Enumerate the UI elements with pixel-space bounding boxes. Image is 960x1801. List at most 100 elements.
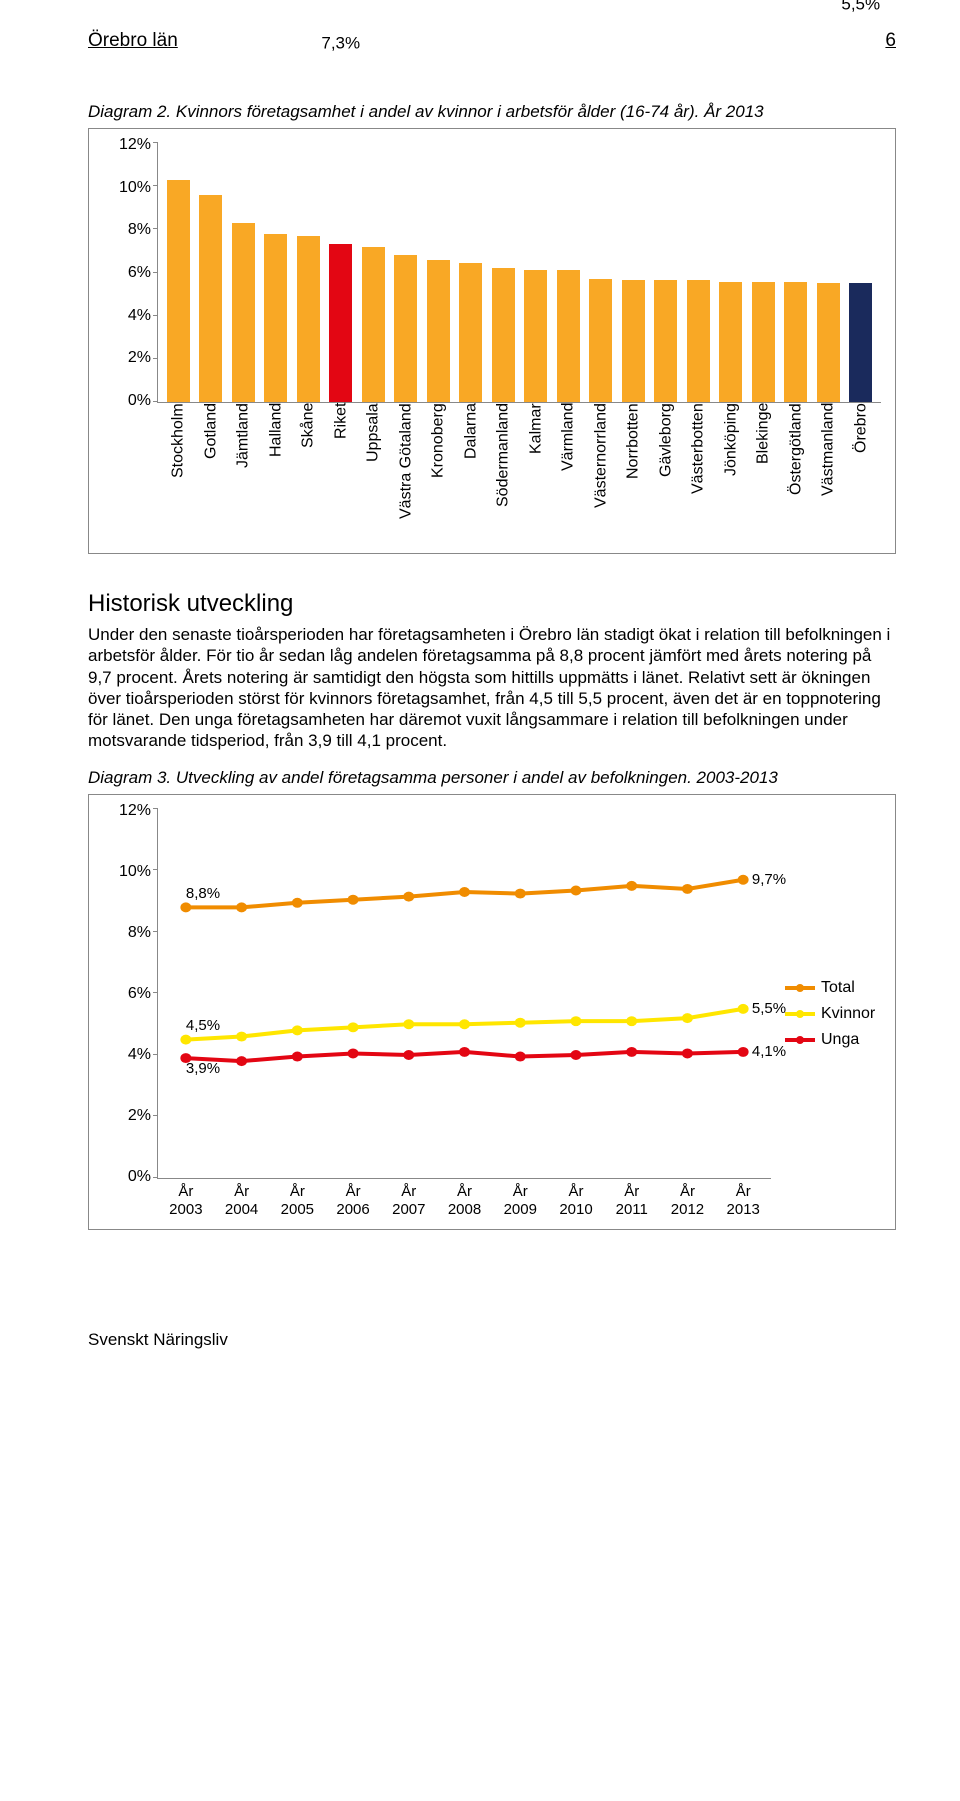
bar-column bbox=[292, 143, 325, 402]
y-tick-label: 8% bbox=[128, 221, 151, 239]
series-marker bbox=[403, 891, 414, 901]
legend-label: Kvinnor bbox=[821, 1005, 875, 1023]
series-marker bbox=[348, 1048, 359, 1058]
y-tick-label: 4% bbox=[128, 1046, 151, 1064]
line-chart-plot: 8,8%9,7%4,5%5,5%3,9%4,1% bbox=[157, 809, 771, 1179]
y-tick-label: 0% bbox=[128, 1168, 151, 1186]
y-tick-label: 8% bbox=[128, 924, 151, 942]
bar-x-label: Södermanland bbox=[487, 403, 520, 543]
series-marker bbox=[738, 1003, 749, 1013]
bar bbox=[264, 234, 287, 402]
y-tick-label: 2% bbox=[128, 349, 151, 367]
line-chart-legend: Total Kvinnor Unga bbox=[771, 809, 881, 1219]
bar-x-label: Blekinge bbox=[747, 403, 780, 543]
y-tick-label: 12% bbox=[119, 136, 151, 154]
footer-text: Svenskt Näringsliv bbox=[88, 1330, 896, 1350]
bar-chart-x-labels: StockholmGotlandJämtlandHallandSkåneRike… bbox=[157, 403, 881, 543]
y-tick-label: 10% bbox=[119, 863, 151, 881]
bar bbox=[817, 283, 840, 402]
bar-chart-plot: 7,3%5,5% bbox=[157, 143, 881, 403]
bar-x-label: Kalmar bbox=[520, 403, 553, 543]
series-marker bbox=[348, 1022, 359, 1032]
bar-x-label: Gotland bbox=[195, 403, 228, 543]
bar bbox=[492, 268, 515, 402]
bar bbox=[524, 270, 547, 402]
line-x-label: År2003 bbox=[158, 1179, 214, 1219]
series-end-label: 9,7% bbox=[752, 871, 786, 888]
bar-column bbox=[195, 143, 228, 402]
bar bbox=[622, 280, 645, 402]
series-marker bbox=[626, 880, 637, 890]
line-x-label: År2010 bbox=[548, 1179, 604, 1219]
bar-column bbox=[747, 143, 780, 402]
bar-x-label: Kronoberg bbox=[422, 403, 455, 543]
series-marker bbox=[292, 897, 303, 907]
series-marker bbox=[738, 874, 749, 884]
bar-column bbox=[227, 143, 260, 402]
series-marker bbox=[236, 1056, 247, 1066]
historic-body: Under den senaste tioårsperioden har för… bbox=[88, 624, 896, 752]
bar-x-label: Uppsala bbox=[357, 403, 390, 543]
line-x-label: År2005 bbox=[269, 1179, 325, 1219]
series-marker bbox=[682, 1048, 693, 1058]
bar bbox=[297, 236, 320, 402]
series-marker bbox=[403, 1050, 414, 1060]
bar-x-label: Västernorrland bbox=[585, 403, 618, 543]
bar-x-label: Norrbotten bbox=[617, 403, 650, 543]
bar-column bbox=[390, 143, 423, 402]
bar-x-label: Värmland bbox=[552, 403, 585, 543]
bar-column bbox=[455, 143, 488, 402]
series-marker bbox=[292, 1051, 303, 1061]
line-x-label: År2012 bbox=[660, 1179, 716, 1219]
y-tick-label: 4% bbox=[128, 307, 151, 325]
bar-x-label: Jämtland bbox=[227, 403, 260, 543]
y-tick-label: 6% bbox=[128, 264, 151, 282]
legend-label: Unga bbox=[821, 1031, 859, 1049]
bar bbox=[849, 283, 872, 402]
series-start-label: 4,5% bbox=[186, 1017, 220, 1034]
bar-column: 5,5% bbox=[845, 143, 878, 402]
bar-column bbox=[357, 143, 390, 402]
y-tick-label: 6% bbox=[128, 985, 151, 1003]
bar-x-label: Gävleborg bbox=[650, 403, 683, 543]
bar-column bbox=[715, 143, 748, 402]
legend-item: Kvinnor bbox=[785, 1005, 881, 1023]
bar-value-label: 5,5% bbox=[841, 0, 880, 139]
bar-column bbox=[520, 143, 553, 402]
bar bbox=[687, 280, 710, 402]
series-marker bbox=[570, 885, 581, 895]
series-end-label: 4,1% bbox=[752, 1043, 786, 1060]
series-marker bbox=[682, 883, 693, 893]
bar bbox=[362, 247, 385, 402]
series-marker bbox=[236, 1031, 247, 1041]
series-marker bbox=[738, 1046, 749, 1056]
bar-x-label: Riket bbox=[325, 403, 358, 543]
series-marker bbox=[682, 1013, 693, 1023]
page-header: Örebro län 6 bbox=[88, 30, 896, 52]
bar-x-label: Östergötland bbox=[780, 403, 813, 543]
bar bbox=[589, 279, 612, 402]
bar-column bbox=[260, 143, 293, 402]
bar-column bbox=[585, 143, 618, 402]
bar-chart-y-axis: 0%2%4%6%8%10%12% bbox=[103, 136, 157, 410]
bar bbox=[752, 282, 775, 402]
bar-x-label: Västmanland bbox=[812, 403, 845, 543]
series-marker bbox=[459, 887, 470, 897]
series-end-label: 5,5% bbox=[752, 1000, 786, 1017]
bar bbox=[199, 195, 222, 402]
series-marker bbox=[515, 888, 526, 898]
line-chart-y-axis: 0%2%4%6%8%10%12% bbox=[103, 802, 157, 1186]
bar-chart-box: 0%2%4%6%8%10%12% 7,3%5,5% StockholmGotla… bbox=[88, 128, 896, 554]
series-marker bbox=[180, 1034, 191, 1044]
bar-x-label: Västra Götaland bbox=[390, 403, 423, 543]
series-marker bbox=[626, 1046, 637, 1056]
legend-item: Total bbox=[785, 979, 881, 997]
series-marker bbox=[515, 1051, 526, 1061]
y-tick-label: 2% bbox=[128, 1107, 151, 1125]
series-marker bbox=[348, 894, 359, 904]
series-marker bbox=[236, 902, 247, 912]
bar bbox=[459, 263, 482, 402]
bar-column bbox=[812, 143, 845, 402]
series-marker bbox=[403, 1019, 414, 1029]
series-start-label: 3,9% bbox=[186, 1060, 220, 1077]
